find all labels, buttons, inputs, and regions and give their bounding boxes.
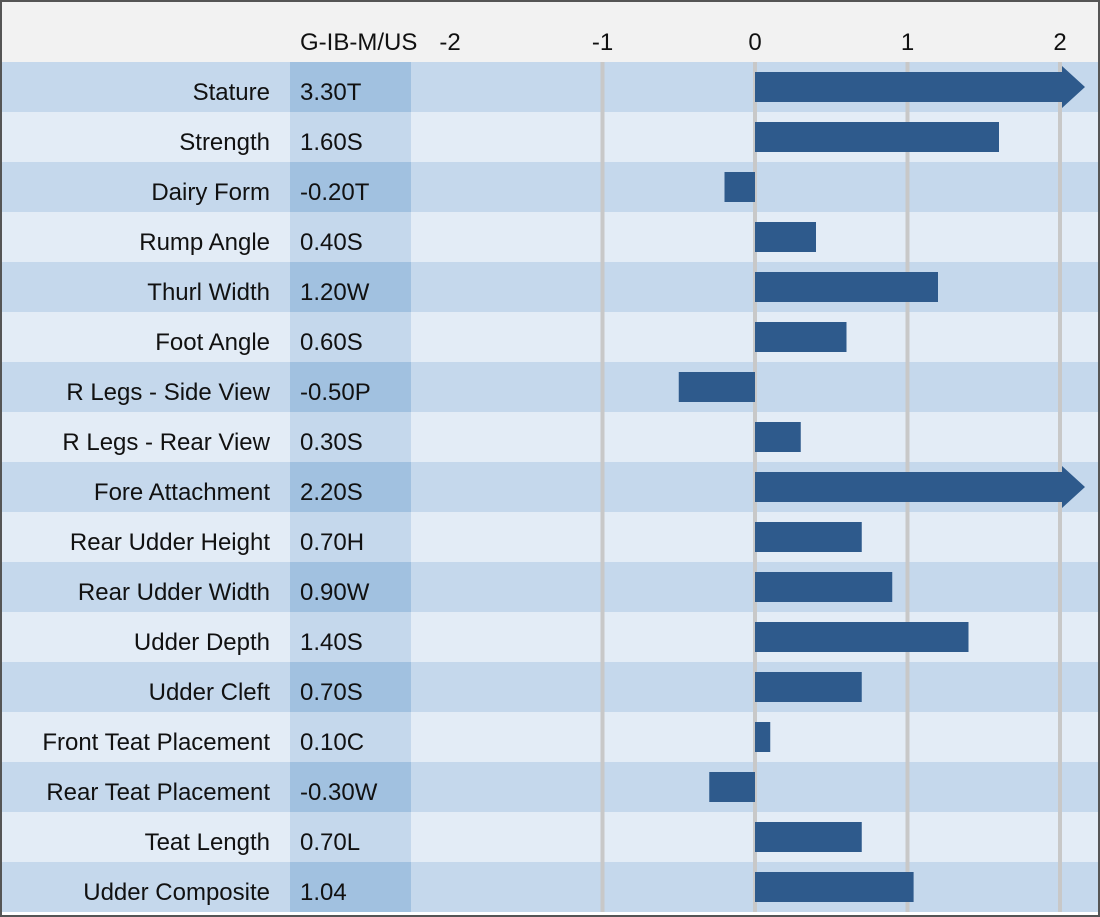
row-band — [0, 562, 1100, 612]
bar — [755, 722, 771, 752]
row-band — [0, 812, 1100, 862]
value-label: 0.40S — [300, 229, 363, 256]
value-cell — [290, 662, 411, 712]
category-label: Udder Cleft — [149, 679, 271, 706]
bar — [755, 122, 999, 152]
value-cell — [290, 562, 411, 612]
bar-arrow — [755, 66, 1085, 108]
x-tick-label: 2 — [1053, 29, 1066, 56]
category-label: Front Teat Placement — [42, 729, 270, 756]
bar — [755, 822, 862, 852]
value-cell — [290, 362, 411, 412]
bars-layer — [678, 66, 1085, 902]
value-cell — [290, 262, 411, 312]
bar — [755, 872, 914, 902]
row-band — [0, 362, 1100, 412]
category-label: Rear Udder Height — [70, 529, 270, 556]
x-tick-label: 1 — [901, 29, 914, 56]
category-label: Rear Teat Placement — [46, 779, 270, 806]
category-label: Udder Depth — [134, 629, 270, 656]
bar — [755, 272, 938, 302]
category-label: R Legs - Rear View — [62, 429, 270, 456]
bar — [678, 372, 755, 402]
bar — [724, 172, 755, 202]
value-label: 0.10C — [300, 729, 364, 756]
value-label: 0.70S — [300, 679, 363, 706]
bar — [755, 322, 847, 352]
row-band — [0, 512, 1100, 562]
value-cell — [290, 212, 411, 262]
value-label: 0.70H — [300, 529, 364, 556]
value-label: 1.60S — [300, 129, 363, 156]
value-label: 1.04 — [300, 879, 347, 906]
bar — [755, 672, 862, 702]
value-cell — [290, 462, 411, 512]
bar-arrow — [755, 466, 1085, 508]
value-cell — [290, 762, 411, 812]
bar — [755, 222, 816, 252]
value-label: -0.30W — [300, 779, 378, 806]
value-cell — [290, 62, 411, 112]
value-label: 0.90W — [300, 579, 370, 606]
row-band — [0, 412, 1100, 462]
category-label: Udder Composite — [83, 879, 270, 906]
bar — [755, 522, 862, 552]
row-band — [0, 212, 1100, 262]
row-band — [0, 862, 1100, 912]
value-label: 2.20S — [300, 479, 363, 506]
category-label: Rear Udder Width — [78, 579, 270, 606]
value-cell — [290, 412, 411, 462]
category-label: Thurl Width — [147, 279, 270, 306]
header-background — [0, 0, 1100, 62]
row-band — [0, 712, 1100, 762]
value-label: 0.30S — [300, 429, 363, 456]
value-cell — [290, 812, 411, 862]
category-label: Dairy Form — [151, 179, 270, 206]
value-label: -0.20T — [300, 179, 370, 206]
bar — [709, 772, 755, 802]
value-label: 1.20W — [300, 279, 370, 306]
value-label: 1.40S — [300, 629, 363, 656]
value-cell — [290, 162, 411, 212]
category-label: R Legs - Side View — [66, 379, 270, 406]
row-band — [0, 762, 1100, 812]
value-label: 3.30T — [300, 79, 362, 106]
value-cell — [290, 612, 411, 662]
value-cell — [290, 862, 411, 912]
row-band — [0, 662, 1100, 712]
value-cell — [290, 512, 411, 562]
x-tick-label: -1 — [592, 29, 613, 56]
category-label: Stature — [193, 79, 270, 106]
value-column-header: G-IB-M/US — [300, 29, 417, 56]
value-label: 0.70L — [300, 829, 360, 856]
row-band — [0, 162, 1100, 212]
category-label: Foot Angle — [155, 329, 270, 356]
value-cell — [290, 112, 411, 162]
category-label: Rump Angle — [139, 229, 270, 256]
value-cell — [290, 312, 411, 362]
category-label: Fore Attachment — [94, 479, 270, 506]
category-label: Teat Length — [145, 829, 270, 856]
bar — [755, 622, 969, 652]
category-label: Strength — [179, 129, 270, 156]
value-cell — [290, 712, 411, 762]
x-tick-label: -2 — [439, 29, 460, 56]
value-label: -0.50P — [300, 379, 371, 406]
bar — [755, 422, 801, 452]
row-band — [0, 312, 1100, 362]
value-label: 0.60S — [300, 329, 363, 356]
text-layer: G-IB-M/US -2 -1 0 1 2 Stature 3.30T Strength 1.6… — [42, 29, 1066, 906]
bar — [755, 572, 893, 602]
x-tick-label: 0 — [748, 29, 761, 56]
